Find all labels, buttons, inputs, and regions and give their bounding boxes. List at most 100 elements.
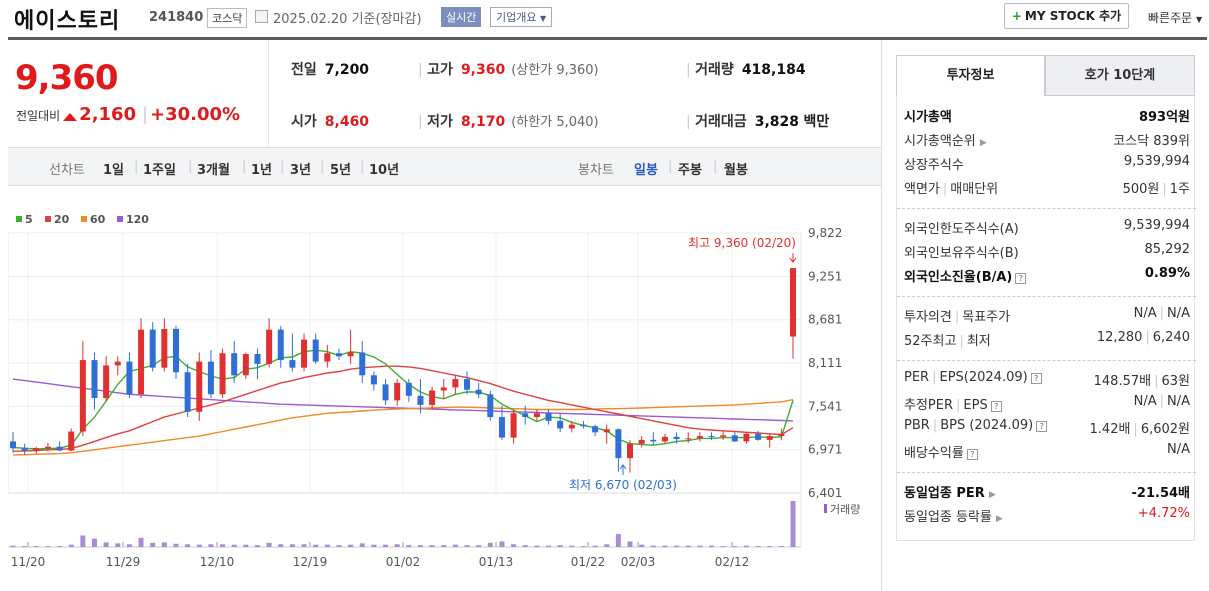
high-price: | 고가 9,360 (상한가 9,360)	[418, 62, 599, 78]
candle-body	[510, 413, 517, 438]
tab-invest-info[interactable]: 투자정보	[896, 55, 1045, 96]
info-key: 투자의견	[904, 310, 952, 325]
x-tick-label: 02/12	[715, 555, 750, 569]
volume-bar	[464, 545, 470, 547]
info-key: PER	[904, 370, 930, 385]
chart-period-tabs: 선차트 1일 | 1주일 | 3개월 | 1년 | 3년 | 5년 | 10년 …	[8, 148, 881, 186]
help-icon[interactable]: ?	[990, 401, 1002, 412]
volume-bar	[68, 544, 74, 547]
volume-bar	[511, 544, 517, 547]
candle-body	[592, 426, 599, 433]
tab-1y[interactable]: 1년	[251, 163, 273, 178]
volume-bar	[10, 545, 16, 547]
stock-code: 241840	[149, 10, 204, 25]
help-icon[interactable]: ?	[1030, 373, 1042, 384]
volume-bar	[697, 545, 703, 547]
price-change: 전일대비 2,160 | +30.00%	[16, 104, 241, 125]
invest-info-panel: 투자정보 호가 10단계 시가총액 893억원 시가총액순위 ▶ 코스닥 839위 상장…	[881, 40, 1209, 591]
candle-body	[615, 429, 622, 459]
volume-bar	[639, 544, 645, 547]
info-value: 0.89%	[1144, 266, 1190, 281]
candle-body	[68, 431, 75, 451]
help-icon[interactable]: ?	[1015, 273, 1027, 284]
candle-body	[440, 387, 447, 391]
volume-bar	[592, 545, 598, 547]
candle-body	[103, 365, 110, 399]
help-icon[interactable]: ?	[966, 449, 978, 460]
info-row: 시가총액순위 ▶ 코스닥 839위	[904, 130, 1190, 149]
legend-swatch	[117, 216, 123, 222]
tab-3y[interactable]: 3년	[290, 163, 312, 178]
volume-bar	[732, 546, 738, 547]
x-tick-label: 11/29	[106, 555, 141, 569]
realtime-badge[interactable]: 실시간	[441, 7, 482, 27]
tab-order-book[interactable]: 호가 10단계	[1045, 55, 1195, 96]
info-key: PBR	[904, 418, 930, 433]
info-key: 외국인한도주식수(A)	[904, 222, 1019, 237]
header-divider	[8, 37, 1207, 40]
volume-bar	[767, 546, 773, 547]
candle-body	[766, 436, 773, 440]
low-price: | 저가 8,170 (하한가 5,040)	[418, 114, 599, 130]
tab-10y[interactable]: 10년	[369, 163, 400, 178]
candle-body	[487, 394, 494, 418]
volume-bar	[220, 544, 226, 547]
candle-body	[708, 436, 715, 438]
volume-bar	[359, 543, 365, 547]
candle-body	[254, 353, 261, 364]
volume-bar	[115, 543, 121, 547]
volume-bar	[778, 546, 784, 547]
candle-body	[638, 439, 645, 444]
volume-bar	[91, 538, 97, 547]
group-divider	[897, 208, 1196, 209]
tab-monthly[interactable]: 월봉	[724, 163, 748, 178]
candle-body	[44, 446, 51, 449]
volume-bar	[604, 544, 610, 547]
stock-header: 에이스토리 241840 코스닥 2025.02.20 기준(장마감) 실시간 …	[0, 0, 1209, 38]
candle-body	[627, 443, 634, 459]
legend-swatch	[45, 216, 51, 222]
company-info-dropdown[interactable]: 기업개요 ▼	[490, 7, 553, 27]
tab-5y[interactable]: 5년	[330, 163, 352, 178]
volume-bar	[301, 544, 307, 547]
candlestick-chart[interactable]: 9,822 9,251 8,681 8,111 7,541 6,971 6,401 5 20 60…	[8, 200, 881, 580]
candle-body	[382, 384, 389, 401]
info-row: 동일업종 PER ▶ -21.54배	[904, 482, 1190, 501]
date-basis: 2025.02.20 기준(장마감)	[273, 12, 422, 27]
info-value: N/A	[1133, 394, 1157, 409]
candle-body	[184, 372, 191, 412]
candle-body	[126, 361, 133, 395]
volume-bar	[33, 546, 39, 547]
calendar-icon	[255, 10, 268, 23]
help-icon[interactable]: ?	[1036, 421, 1048, 432]
info-row: 외국인소진율(B/A)? 0.89%	[904, 266, 1190, 285]
candle-body	[335, 353, 342, 357]
info-value2: N/A	[1167, 306, 1190, 321]
candle-body	[207, 361, 214, 395]
candle-body	[21, 448, 28, 451]
info-row: PBR | BPS (2024.09)? 1.42배 | 6,602원	[904, 418, 1190, 437]
candle-body	[347, 352, 354, 357]
x-tick-label: 02/03	[621, 555, 656, 569]
tab-1d[interactable]: 1일	[103, 163, 125, 178]
candle-body	[138, 329, 145, 395]
candle-body	[10, 441, 16, 449]
info-value2: 63원	[1161, 374, 1190, 389]
fast-order-button[interactable]: 빠른주문 ▼	[1148, 11, 1203, 25]
candle-chart-label: 봉차트	[578, 163, 614, 178]
volume-bar	[499, 541, 505, 547]
tab-3m[interactable]: 3개월	[197, 163, 230, 178]
tab-1w[interactable]: 1주일	[143, 163, 176, 178]
tab-weekly[interactable]: 주봉	[678, 163, 702, 178]
candle-body	[696, 436, 703, 439]
tab-daily[interactable]: 일봉	[634, 163, 658, 178]
legend-swatch	[81, 216, 87, 222]
legend-label: 120	[126, 213, 149, 226]
volume-bar	[580, 546, 586, 547]
candle-body	[266, 329, 273, 364]
volume-bar	[138, 537, 144, 547]
volume-bar	[569, 545, 575, 547]
volume-bar	[22, 546, 28, 547]
candle-body	[56, 446, 63, 451]
my-stock-add-button[interactable]: + MY STOCK 추가	[1004, 3, 1129, 29]
